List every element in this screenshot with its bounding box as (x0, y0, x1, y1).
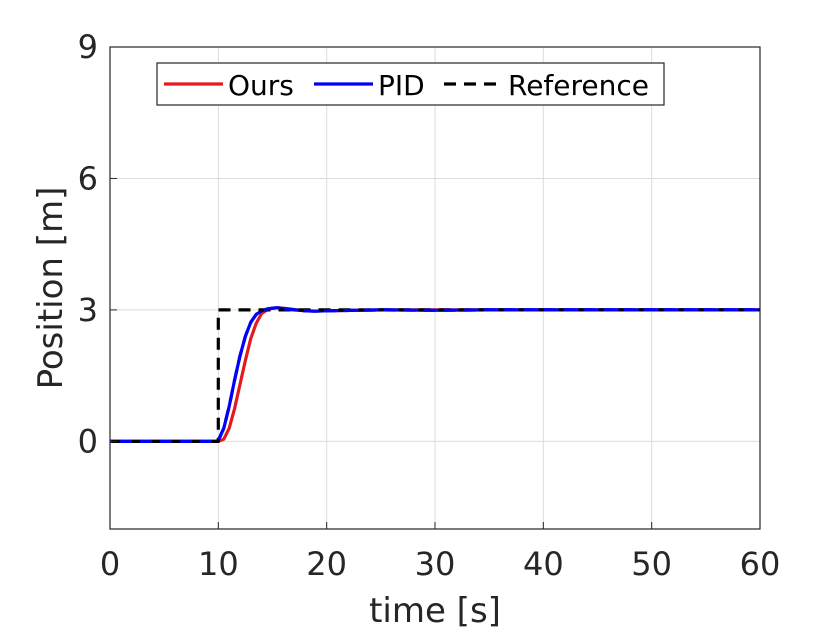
legend-label-ours: Ours (228, 69, 294, 102)
x-tick-label: 0 (100, 545, 120, 583)
legend-label-reference: Reference (508, 69, 649, 102)
x-tick-label: 10 (198, 545, 239, 583)
axis-ticks: 0 10 20 30 40 50 60 0 3 6 9 (78, 28, 781, 583)
legend: Ours PID Reference (156, 62, 665, 106)
y-tick-label: 9 (78, 28, 98, 66)
series-line-pid-overlay (110, 306, 760, 443)
legend-label-pid: PID (378, 69, 425, 102)
x-tick-label: 50 (631, 545, 672, 583)
x-tick-label: 30 (415, 545, 456, 583)
y-tick-label: 0 (78, 422, 98, 460)
x-tick-label: 20 (306, 545, 347, 583)
y-tick-label: 6 (78, 159, 98, 197)
x-tick-label: 40 (523, 545, 564, 583)
x-axis-label: time [s] (369, 591, 501, 630)
legend-box (156, 62, 665, 106)
y-tick-label: 3 (78, 291, 98, 329)
x-tick-label: 60 (740, 545, 781, 583)
y-axis-label: Position [m] (31, 187, 71, 390)
grid (109, 46, 761, 529)
plot-lines (110, 306, 760, 443)
